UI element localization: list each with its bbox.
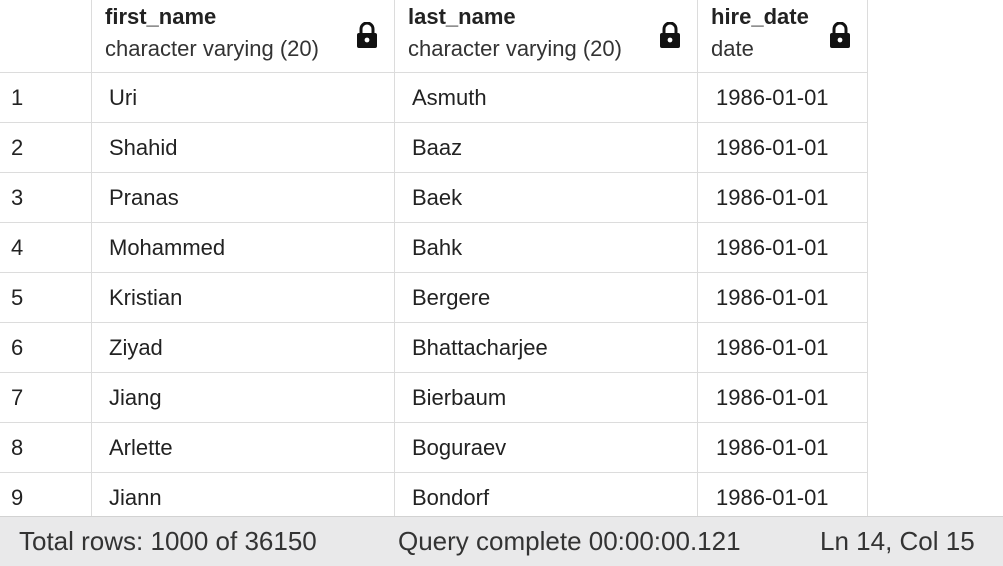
row-number: 3 [11,185,24,210]
cell-last-name[interactable]: Bergere [412,285,491,310]
cell-last-name[interactable]: Bierbaum [412,385,507,410]
cell-first-name[interactable]: Kristian [109,285,183,310]
row-number: 5 [11,285,24,310]
cell-first-name[interactable]: Mohammed [109,235,226,260]
grid-header-row: first_name character varying (20) last_n… [0,0,1003,73]
cell-first-name[interactable]: Shahid [109,135,178,160]
table-row[interactable]: 9 Jiann Bondorf 1986-01-01 [0,473,1003,516]
row-number: 9 [11,485,24,510]
results-grid: first_name character varying (20) last_n… [0,0,1003,516]
row-number: 8 [11,435,24,460]
cell-last-name[interactable]: Baek [412,185,463,210]
cell-hire-date[interactable]: 1986-01-01 [716,285,829,310]
row-number: 7 [11,385,24,410]
row-number-header[interactable] [0,0,92,73]
cell-last-name[interactable]: Bahk [412,235,463,260]
cell-first-name[interactable]: Jiang [109,385,162,410]
cell-last-name[interactable]: Baaz [412,135,463,160]
cell-last-name[interactable]: Asmuth [412,85,487,110]
table-row[interactable]: 8 Arlette Boguraev 1986-01-01 [0,423,1003,473]
cell-last-name[interactable]: Bhattacharjee [412,335,548,360]
cell-last-name[interactable]: Boguraev [412,435,507,460]
lock-icon [357,22,377,48]
column-name: last_name [408,4,516,29]
cell-hire-date[interactable]: 1986-01-01 [716,385,829,410]
cell-hire-date[interactable]: 1986-01-01 [716,85,829,110]
column-name: hire_date [711,4,809,29]
grid-empty-area [868,0,1003,73]
row-number: 2 [11,135,24,160]
cell-hire-date[interactable]: 1986-01-01 [716,435,829,460]
column-type: character varying (20) [408,36,622,61]
table-row[interactable]: 7 Jiang Bierbaum 1986-01-01 [0,373,1003,423]
cell-first-name[interactable]: Pranas [109,185,179,210]
query-status: Query complete 00:00:00.121 [398,526,741,556]
cell-hire-date[interactable]: 1986-01-01 [716,135,829,160]
total-rows-status: Total rows: 1000 of 36150 [19,526,317,556]
row-number: 1 [11,85,24,110]
table-row[interactable]: 2 Shahid Baaz 1986-01-01 [0,123,1003,173]
cell-hire-date[interactable]: 1986-01-01 [716,185,829,210]
cell-first-name[interactable]: Ziyad [109,335,163,360]
lock-icon [660,22,680,48]
cell-hire-date[interactable]: 1986-01-01 [716,335,829,360]
column-header-first-name[interactable]: first_name character varying (20) [92,0,395,73]
cell-first-name[interactable]: Arlette [109,435,173,460]
row-number: 4 [11,235,24,260]
column-type: character varying (20) [105,36,319,61]
column-header-last-name[interactable]: last_name character varying (20) [395,0,698,73]
table-row[interactable]: 1 Uri Asmuth 1986-01-01 [0,73,1003,123]
cell-hire-date[interactable]: 1986-01-01 [716,485,829,510]
row-number: 6 [11,335,24,360]
cell-first-name[interactable]: Jiann [109,485,162,510]
cell-last-name[interactable]: Bondorf [412,485,490,510]
table-row[interactable]: 5 Kristian Bergere 1986-01-01 [0,273,1003,323]
cell-hire-date[interactable]: 1986-01-01 [716,235,829,260]
table-row[interactable]: 3 Pranas Baek 1986-01-01 [0,173,1003,223]
column-name: first_name [105,4,217,29]
column-type: date [711,36,754,61]
column-header-hire-date[interactable]: hire_date date [698,0,868,73]
cursor-position-status: Ln 14, Col 15 [820,526,975,556]
status-bar: Total rows: 1000 of 36150 Query complete… [0,516,1003,566]
table-row[interactable]: 6 Ziyad Bhattacharjee 1986-01-01 [0,323,1003,373]
table-row[interactable]: 4 Mohammed Bahk 1986-01-01 [0,223,1003,273]
lock-icon [830,22,850,48]
cell-first-name[interactable]: Uri [109,85,138,110]
